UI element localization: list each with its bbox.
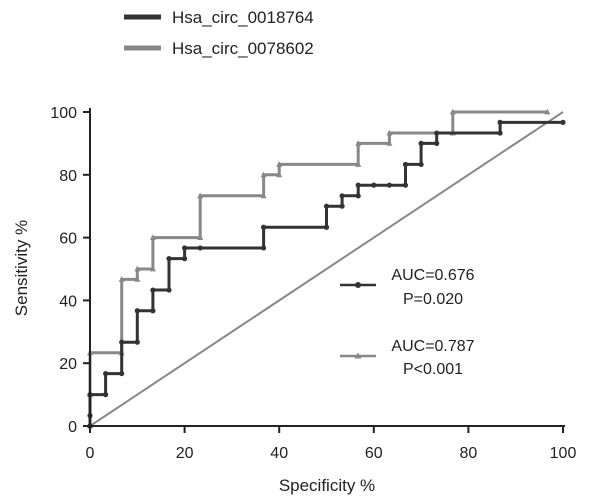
series-1-point	[150, 287, 156, 293]
x-tick-label-1: 20	[176, 445, 194, 462]
series-2-point	[134, 276, 141, 282]
series-2-point	[197, 192, 204, 199]
y-tick-label-5: 100	[50, 105, 77, 122]
annotation-2-auc: AUC=0.787	[391, 338, 474, 355]
series-1-point	[386, 182, 393, 188]
series-1-point	[260, 245, 267, 251]
legend: Hsa_circ_0018764 Hsa_circ_0078602	[124, 8, 314, 58]
series-2-line	[88, 110, 548, 426]
y-tick-label-0: 0	[68, 419, 77, 436]
x-axis-label: Specificity %	[279, 476, 375, 495]
ticks: 0 20 40 60 80 100 0 20 40 60 80 100	[50, 105, 576, 462]
series-1-point	[339, 203, 345, 209]
series-2-point	[276, 161, 283, 167]
annotation-series-2: AUC=0.787 P<0.001	[340, 338, 475, 378]
series-1-point	[355, 193, 361, 199]
series-2-point	[197, 234, 204, 240]
series-1-point	[119, 370, 125, 377]
series-2-point	[149, 234, 156, 240]
legend-label-series-1: Hsa_circ_0018764	[172, 8, 314, 27]
x-tick-label-2: 40	[270, 445, 288, 462]
series-1-point	[497, 130, 503, 136]
legend-label-series-2: Hsa_circ_0078602	[172, 39, 314, 58]
series-1-point	[103, 392, 109, 398]
y-axis-label: Sensitivity %	[12, 220, 31, 316]
series-1-point	[355, 182, 361, 188]
x-tick-label-4: 80	[460, 445, 478, 462]
series-2-point	[149, 265, 156, 272]
series-1-point	[260, 224, 267, 230]
series-1-point	[166, 256, 172, 262]
annotation-series-1: AUC=0.676 P=0.020	[340, 267, 475, 308]
series-1-point	[339, 193, 345, 199]
x-tick-label-0: 0	[86, 445, 95, 462]
series-2-point	[276, 171, 283, 178]
x-tick-label-3: 60	[365, 445, 383, 462]
series-2-point	[355, 140, 362, 146]
series-2-point	[386, 140, 393, 146]
reference-line	[89, 111, 564, 427]
series-1-point	[166, 287, 172, 293]
series-1-point	[402, 182, 409, 188]
series-1-point	[434, 130, 440, 136]
x-tick-label-5: 100	[550, 445, 577, 462]
series-1-point	[402, 161, 409, 168]
annotation-1-marker	[355, 282, 361, 288]
series-2-point	[544, 108, 551, 115]
y-tick-label-4: 80	[59, 168, 77, 185]
series-1-point	[182, 256, 188, 262]
series-1-point	[323, 224, 330, 230]
series-2-point	[134, 265, 141, 272]
annotation-2-marker	[354, 352, 362, 359]
series-1-point	[434, 140, 440, 146]
series-2-point	[355, 161, 362, 167]
annotation-2-p: P<0.001	[403, 361, 463, 378]
annotation-1-p: P=0.020	[403, 291, 463, 308]
series-2-point	[260, 171, 267, 178]
series-1-point	[560, 119, 566, 125]
series-1-point	[119, 339, 125, 345]
series-1-point	[134, 339, 140, 345]
series-1-point	[197, 245, 203, 251]
series-2-point	[386, 129, 393, 136]
series-1-line	[88, 120, 563, 426]
y-tick-label-2: 40	[59, 293, 77, 310]
series-1-point	[182, 245, 188, 251]
y-tick-label-1: 20	[59, 356, 77, 373]
series-2-point	[118, 276, 125, 282]
series-1-point	[323, 203, 330, 209]
series-1-point	[497, 119, 503, 125]
series-1-point	[150, 308, 156, 314]
annotation-1-auc: AUC=0.676	[391, 267, 474, 284]
series-1-point	[418, 161, 424, 168]
series-1-point	[134, 308, 140, 314]
series-2-point	[260, 192, 267, 199]
series-1-point	[418, 140, 424, 146]
series-2-point	[449, 108, 456, 115]
series-1-point	[371, 182, 377, 188]
series-1-point	[103, 370, 109, 377]
y-tick-label-3: 60	[59, 231, 77, 248]
plot-area	[87, 108, 566, 429]
